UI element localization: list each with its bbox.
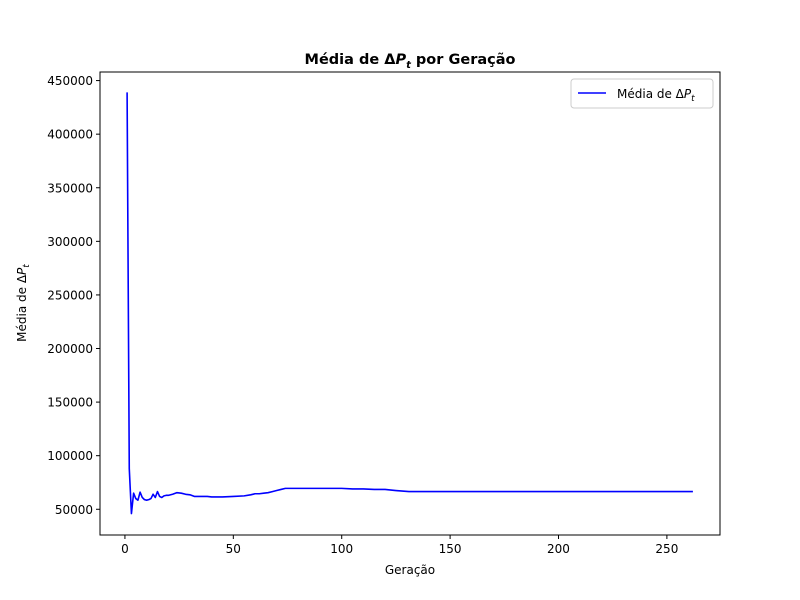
y-tick-label: 200000 <box>47 342 93 356</box>
chart-title: Média de ΔPt por Geração <box>305 52 516 71</box>
plot-area <box>126 92 693 515</box>
series-line-media-delta-pt <box>126 92 693 515</box>
legend-label: Média de ΔPt <box>617 87 695 104</box>
x-axis-label: Geração <box>385 563 435 577</box>
y-tick-label: 50000 <box>55 503 93 517</box>
y-tick-label: 450000 <box>47 74 93 88</box>
axes-frame <box>99 71 721 536</box>
y-axis: 50000 100000 150000 200000 250000 300000 35000… <box>47 74 100 517</box>
y-tick-label: 300000 <box>47 235 93 249</box>
y-tick-label: 350000 <box>47 181 93 195</box>
legend-frame <box>570 78 714 109</box>
y-axis-label: Média de ΔPt <box>15 264 32 342</box>
x-tick-label: 50 <box>226 542 241 556</box>
x-tick-label: 150 <box>439 542 462 556</box>
y-tick-label: 100000 <box>47 449 93 463</box>
legend: Média de ΔPt <box>570 78 714 109</box>
y-tick-label: 250000 <box>47 288 93 302</box>
y-tick-label: 400000 <box>47 128 93 142</box>
x-tick-label: 0 <box>121 542 129 556</box>
x-tick-label: 100 <box>330 542 353 556</box>
y-tick-label: 150000 <box>47 396 93 410</box>
x-tick-label: 250 <box>655 542 678 556</box>
x-tick-label: 200 <box>547 542 570 556</box>
x-axis: 0 50 100 150 200 250 <box>121 535 678 556</box>
